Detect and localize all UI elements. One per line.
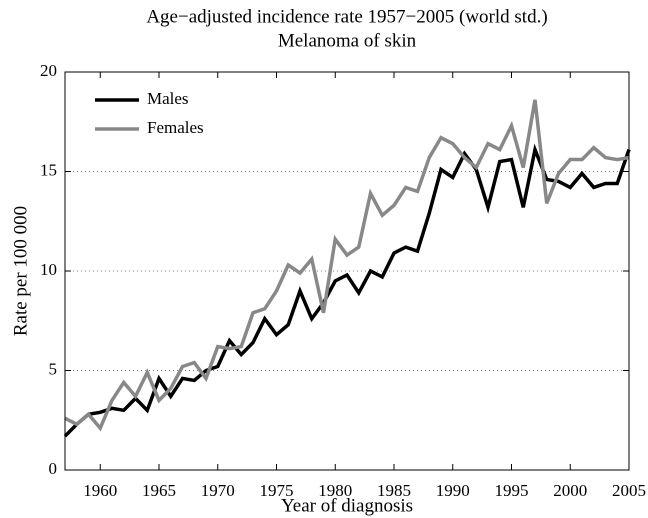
y-tick-label: 20	[40, 61, 57, 80]
x-tick-label: 1985	[377, 481, 411, 500]
y-tick-label: 5	[49, 359, 58, 378]
legend-label: Males	[147, 89, 189, 108]
legend-label: Females	[147, 118, 204, 137]
x-tick-label: 1970	[201, 481, 235, 500]
x-tick-label: 2005	[612, 481, 646, 500]
data-line	[63, 143, 631, 438]
x-tick-label: 1960	[83, 481, 117, 500]
x-tick-label: 1980	[318, 481, 352, 500]
x-tick-label: 1965	[142, 481, 176, 500]
plot-area	[65, 72, 629, 470]
y-tick-label: 0	[49, 459, 58, 478]
data-line	[64, 99, 630, 432]
x-tick-label: 1990	[436, 481, 470, 500]
x-tick-label: 1995	[495, 481, 529, 500]
y-tick-label: 15	[40, 160, 57, 179]
x-tick-label: 2000	[553, 481, 587, 500]
chart-subtitle: Melanoma of skin	[278, 30, 417, 51]
chart-title: Age−adjusted incidence rate 1957−2005 (w…	[146, 6, 547, 27]
x-tick-label: 1975	[260, 481, 294, 500]
x-axis-label: Year of diagnosis	[281, 495, 413, 516]
y-axis-label: Rate per 100 000	[10, 206, 31, 336]
axes-box	[64, 71, 630, 471]
y-tick-label: 10	[40, 260, 57, 279]
